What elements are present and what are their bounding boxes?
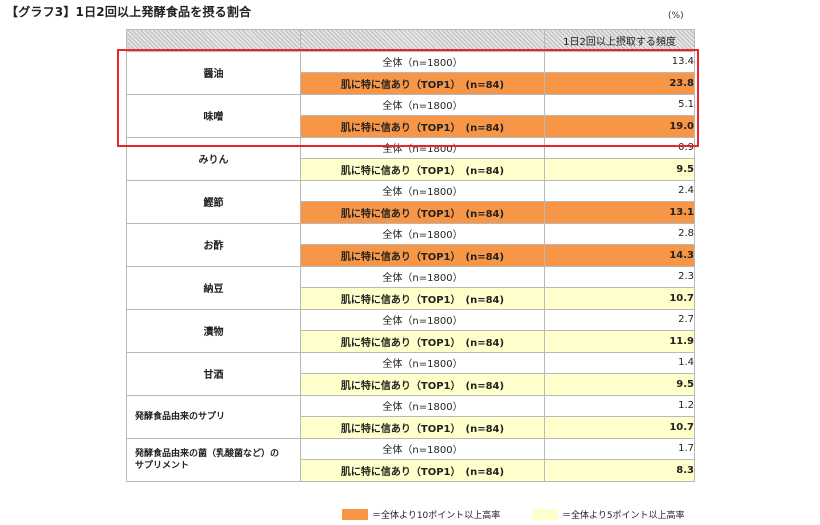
value-cell-all: 0.9 [544, 136, 695, 159]
value-cell-all: 13.4 [544, 50, 695, 73]
legend-label: ＝全体より5ポイント以上高率 [562, 511, 685, 521]
legend-item-yellow: ＝全体より5ポイント以上高率 [532, 508, 685, 521]
value-cell-all: 2.4 [544, 179, 695, 202]
table-row: お酢 全体（n=1800） 2.8 [126, 222, 695, 267]
table-row: 発酵食品由来の菌（乳酸菌など）の サプリメント 全体（n=1800） 1.7 [126, 437, 695, 482]
segment-label-all: 全体（n=1800） [300, 351, 545, 374]
header-row: 1日2回以上摂取する頻度 [126, 29, 695, 52]
segment-label-top: 肌に特に信あり（TOP1） (n=84) [300, 244, 545, 267]
value-cell-all: 1.4 [544, 351, 695, 374]
table-row: 肌に特に信あり（TOP1） (n=84) 8.3 [127, 459, 695, 482]
food-name-cell: 鰹節 [126, 179, 301, 224]
value-cell-top: 10.7 [544, 416, 695, 439]
segment-label-top: 肌に特に信あり（TOP1） (n=84) [300, 158, 545, 181]
table-row: 肌に特に信あり（TOP1） (n=84) 23.8 [127, 72, 695, 95]
table-row: 甘酒 全体（n=1800） 1.4 [126, 351, 695, 396]
table-row: 漬物 全体（n=1800） 2.7 [126, 308, 695, 353]
column-header: 1日2回以上摂取する頻度 [544, 29, 695, 52]
unit-label: (%) [668, 11, 684, 21]
value-cell-all: 5.1 [544, 93, 695, 116]
header-blank-cell [126, 29, 301, 52]
table-row: 発酵食品由来のサプリ 全体（n=1800） 1.2 [126, 394, 695, 439]
segment-label-top: 肌に特に信あり（TOP1） (n=84) [300, 459, 545, 482]
highlight-box [117, 49, 699, 147]
food-name-cell: 納豆 [126, 265, 301, 310]
value-cell-all: 2.7 [544, 308, 695, 331]
value-cell-all: 1.2 [544, 394, 695, 417]
segment-label-all: 全体（n=1800） [300, 394, 545, 417]
segment-label-top: 肌に特に信あり（TOP1） (n=84) [300, 287, 545, 310]
food-name-cell: 発酵食品由来のサプリ [126, 394, 301, 439]
value-cell-top: 8.3 [544, 459, 695, 482]
segment-label-top: 肌に特に信あり（TOP1） (n=84) [300, 115, 545, 138]
value-cell-top: 9.5 [544, 373, 695, 396]
segment-label-all: 全体（n=1800） [300, 308, 545, 331]
value-cell-top: 9.5 [544, 158, 695, 181]
food-name-cell: みりん [126, 136, 301, 181]
table-row: 肌に特に信あり（TOP1） (n=84) 14.3 [127, 244, 695, 267]
segment-label-all: 全体（n=1800） [300, 93, 545, 116]
legend-label: ＝全体より10ポイント以上高率 [372, 511, 501, 521]
food-name-cell: お酢 [126, 222, 301, 267]
table-row: みりん 全体（n=1800） 0.9 [126, 136, 695, 181]
chart-title: 【グラフ3】1日2回以上発酵食品を摂る割合 [6, 5, 252, 19]
legend-item-orange: ＝全体より10ポイント以上高率 [342, 508, 500, 521]
table-row: 肌に特に信あり（TOP1） (n=84) 19.0 [127, 115, 695, 138]
segment-label-all: 全体（n=1800） [300, 222, 545, 245]
legend-swatch-yellow [532, 509, 558, 520]
value-cell-top: 23.8 [544, 72, 695, 95]
segment-label-all: 全体（n=1800） [300, 50, 545, 73]
value-cell-all: 1.7 [544, 437, 695, 460]
segment-label-all: 全体（n=1800） [300, 136, 545, 159]
data-table: 1日2回以上摂取する頻度 醤油 全体（n=1800） 13.4 肌に特に信あり（TOP… [126, 29, 695, 482]
value-cell-all: 2.3 [544, 265, 695, 288]
segment-label-all: 全体（n=1800） [300, 265, 545, 288]
segment-label-top: 肌に特に信あり（TOP1） (n=84) [300, 72, 545, 95]
value-cell-top: 13.1 [544, 201, 695, 224]
table-row: 鰹節 全体（n=1800） 2.4 [126, 179, 695, 224]
table-row: 肌に特に信あり（TOP1） (n=84) 9.5 [127, 373, 695, 396]
value-cell-top: 14.3 [544, 244, 695, 267]
table-row: 肌に特に信あり（TOP1） (n=84) 11.9 [127, 330, 695, 353]
header-blank-cell [300, 29, 545, 52]
segment-label-top: 肌に特に信あり（TOP1） (n=84) [300, 330, 545, 353]
segment-label-all: 全体（n=1800） [300, 437, 545, 460]
segment-label-top: 肌に特に信あり（TOP1） (n=84) [300, 416, 545, 439]
table-row: 納豆 全体（n=1800） 2.3 [126, 265, 695, 310]
value-cell-top: 10.7 [544, 287, 695, 310]
segment-label-all: 全体（n=1800） [300, 179, 545, 202]
food-name-cell: 甘酒 [126, 351, 301, 396]
value-cell-all: 2.8 [544, 222, 695, 245]
value-cell-top: 11.9 [544, 330, 695, 353]
segment-label-top: 肌に特に信あり（TOP1） (n=84) [300, 373, 545, 396]
table-row: 味噌 全体（n=1800） 5.1 [126, 93, 695, 138]
legend-swatch-orange [342, 509, 368, 520]
food-name-cell: 味噌 [126, 93, 301, 138]
food-name-cell: 漬物 [126, 308, 301, 353]
segment-label-top: 肌に特に信あり（TOP1） (n=84) [300, 201, 545, 224]
food-name-cell: 発酵食品由来の菌（乳酸菌など）の サプリメント [126, 437, 301, 482]
